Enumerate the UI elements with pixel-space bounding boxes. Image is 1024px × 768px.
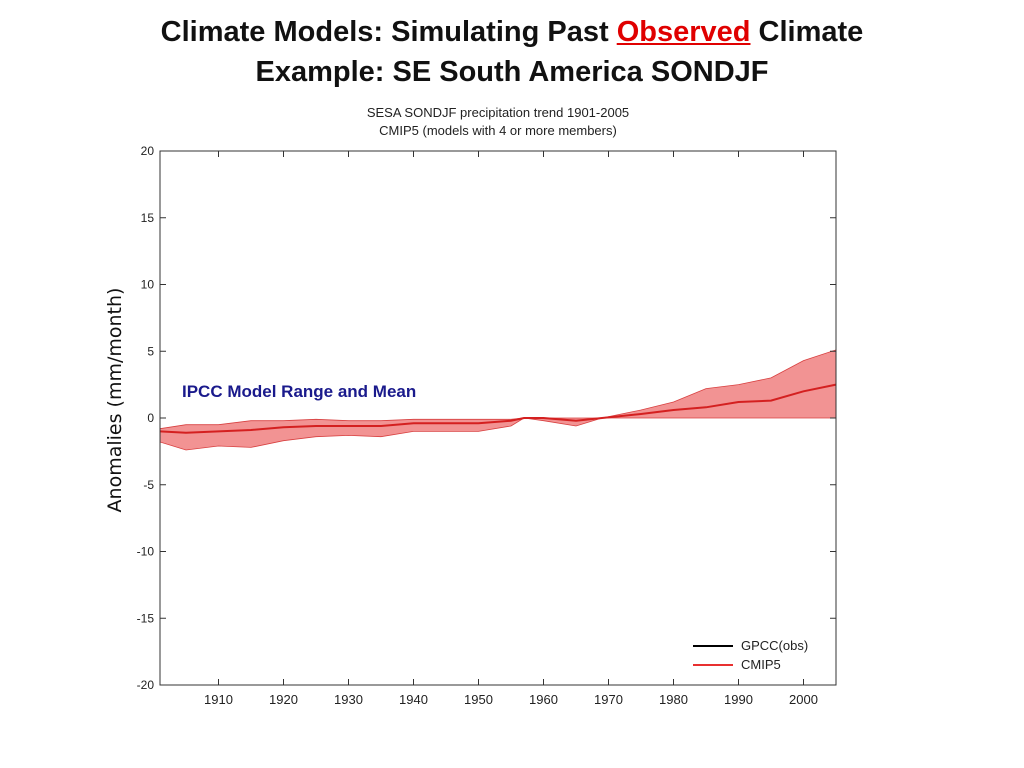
y-tick-label: -15: [137, 611, 155, 625]
x-tick-label: 1940: [399, 692, 428, 707]
y-tick-label: 5: [147, 344, 154, 358]
chart-title-block: SESA SONDJF precipitation trend 1901-200…: [160, 104, 836, 140]
slide-title: Climate Models: Simulating Past Observed…: [0, 12, 1024, 92]
slide-title-line2: Example: SE South America SONDJF: [255, 56, 769, 88]
series-line-cmip5: [159, 383, 837, 434]
x-tick-label: 1960: [529, 692, 558, 707]
x-tick-label: 1930: [334, 692, 363, 707]
legend-item-cmip5: CMIP5: [693, 655, 808, 674]
slide-title-highlight: Observed: [616, 16, 751, 48]
legend-label-cmip5: CMIP5: [741, 657, 781, 672]
y-tick-label: 0: [147, 411, 154, 425]
x-tick-label: 1920: [269, 692, 298, 707]
slide-title-part1: Climate Models: Simulating Past: [160, 16, 617, 48]
y-tick-label: 20: [141, 144, 155, 158]
x-tick-label: 2000: [789, 692, 818, 707]
y-tick-label: -10: [137, 545, 155, 559]
y-tick-label: -5: [143, 478, 154, 492]
legend-swatch-cmip5: [693, 663, 733, 666]
x-tick-label: 1970: [594, 692, 623, 707]
x-tick-label: 1980: [659, 692, 688, 707]
chart-title: SESA SONDJF precipitation trend 1901-200…: [366, 105, 630, 120]
y-tick-label: 15: [141, 211, 155, 225]
legend-swatch-obs: [693, 644, 733, 647]
x-tick-label: 1950: [464, 692, 493, 707]
legend: GPCC(obs) CMIP5: [693, 636, 808, 674]
slide-title-line1: Climate Models: Simulating Past Observed…: [0, 12, 1024, 52]
y-tick-label: -20: [137, 678, 155, 692]
slide-title-part2: Climate: [750, 16, 864, 48]
legend-item-obs: GPCC(obs): [693, 636, 808, 655]
chart-subtitle: CMIP5 (models with 4 or more members): [379, 123, 617, 138]
x-tick-label: 1910: [204, 692, 233, 707]
y-tick-label: 10: [141, 278, 155, 292]
chart-annotation: IPCC Model Range and Mean: [182, 382, 417, 401]
legend-label-obs: GPCC(obs): [741, 638, 809, 653]
x-tick-label: 1990: [724, 692, 753, 707]
